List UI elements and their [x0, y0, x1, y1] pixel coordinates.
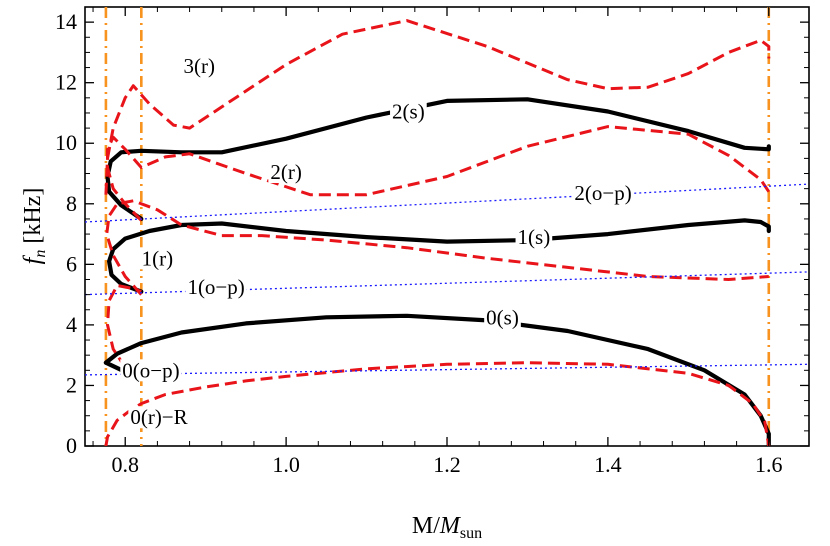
- curve-label-bg: [484, 306, 521, 329]
- x-tick-label: 1.4: [594, 452, 622, 477]
- series-group: [85, 19, 809, 446]
- series-0-s: [103, 313, 771, 446]
- y-tick-label: 8: [66, 191, 77, 216]
- series-0-r-R: [104, 361, 771, 446]
- series-1-s: [106, 218, 771, 294]
- series-2-r: [106, 125, 771, 222]
- x-tick-label: 1.6: [755, 452, 783, 477]
- curve-label: 1(o−p): [187, 275, 244, 299]
- x-axis-label-main: M/: [412, 513, 440, 539]
- curve-label-backgrounds: [120, 55, 634, 429]
- series-2-o-p: [85, 183, 809, 223]
- x-tick-label: 0.8: [111, 452, 139, 477]
- x-axis-label: M/Msun: [412, 513, 482, 542]
- curve-label: 3(r): [183, 54, 214, 78]
- curve-label-bg: [120, 359, 182, 382]
- curve-label-bg: [572, 182, 634, 205]
- y-tick-label: 10: [55, 130, 77, 155]
- y-axis-label-sub: n: [32, 250, 49, 258]
- y-tick-label: 2: [66, 372, 77, 397]
- curve-label: 0(r)−R: [130, 405, 187, 429]
- y-tick-label: 4: [66, 312, 77, 337]
- curve-label: 0(s): [486, 305, 519, 329]
- series-1-r: [105, 199, 769, 296]
- y-axis-label-var: f: [20, 254, 46, 264]
- curve-label-bg: [185, 276, 247, 299]
- curve-label-bg: [139, 247, 176, 270]
- x-tick-label: 1.2: [433, 452, 461, 477]
- series-0-o-p: [85, 363, 809, 376]
- x-tick-label: 1.0: [272, 452, 300, 477]
- curve-label-bg: [390, 100, 427, 123]
- curve-label-bg: [181, 55, 217, 78]
- curve-label: 0(o−p): [122, 358, 179, 382]
- axis-ticks: 0.8 1.0 1.2 1.4 1.6 0 2 4 6 8 10 12 14: [55, 7, 809, 477]
- series-2-s: [105, 97, 771, 221]
- y-axis-label-unit: [kHz]: [20, 188, 46, 250]
- x-axis-label-var: M: [439, 513, 462, 539]
- y-tick-label: 6: [66, 251, 77, 276]
- curve-label: 1(s): [518, 225, 551, 249]
- y-axis-label: fn [kHz]: [20, 188, 49, 265]
- y-tick-label: 0: [66, 433, 77, 458]
- curve-label-bg: [515, 226, 553, 249]
- vertical-reference-lines: [104, 7, 771, 446]
- y-tick-label: 14: [55, 9, 77, 34]
- curve-label-bg: [128, 406, 190, 429]
- curve-label: 2(r): [270, 160, 301, 184]
- curve-labels: 3(r) 2(s) 2(r) 2(o−p) 1(s) 1(r) 1(o−p) 0(s) 0(o−…: [122, 54, 631, 429]
- curve-label: 2(s): [392, 99, 425, 123]
- x-axis-label-sub: sun: [460, 525, 482, 542]
- series-3-r: [104, 19, 771, 195]
- curve-label-bg: [268, 161, 304, 184]
- curve-label: 2(o−p): [574, 181, 631, 205]
- curve-label: 1(r): [142, 246, 173, 270]
- y-tick-label: 12: [55, 70, 77, 95]
